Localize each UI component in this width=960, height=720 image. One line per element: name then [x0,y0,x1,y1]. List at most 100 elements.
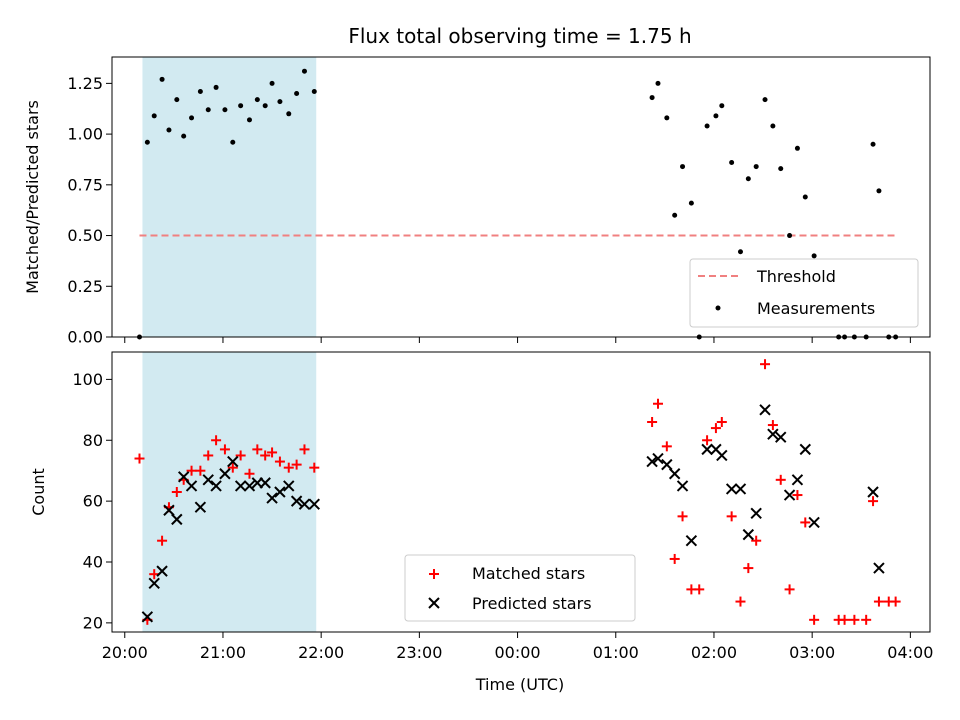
x-tick-label: 00:00 [495,643,541,662]
matched-star-point [647,417,658,427]
bottom-marks [134,359,901,625]
measurement-point [286,111,292,117]
y-tick-label: 80 [83,431,103,450]
measurement-point [311,88,317,94]
predicted-star-point [219,468,231,480]
measurement-point [787,233,793,239]
bottom-x-ticks: 20:00 21:00 22:00 23:00 00:00 01:00 02:00 03:00… [102,632,933,662]
y-tick-label: 60 [83,492,103,511]
top-panel: 0.00 0.25 0.50 0.75 1.00 1.25 Matched/Predict… [23,56,931,347]
matched-star-point [267,447,278,458]
legend-predicted-swatch [428,597,440,609]
bottom-y-axis-label: Count [29,468,48,516]
measurement-point [655,80,661,86]
matched-star-point [274,456,285,467]
measurement-point [197,88,203,94]
matched-star-point [309,462,320,473]
matched-star-point [171,487,182,497]
matched-star-point [890,596,901,607]
top-legend: Threshold Measurements [689,258,919,328]
predicted-star-point [274,486,286,498]
matched-star-point [775,474,786,485]
measurement-point [174,97,180,103]
measurement-point [753,164,759,170]
predicted-star-point [725,483,738,495]
x-axis-label: Time (UTC) [475,675,564,694]
measurement-point [238,103,244,109]
legend-matched-label: Matched stars [472,564,585,583]
measurement-point [159,76,165,82]
y-tick-label: 0.75 [67,175,103,194]
predicted-star-point [867,486,879,498]
y-tick-label: 100 [72,370,103,389]
matched-star-point [760,359,771,370]
bottom-panel: 20 40 60 80 100 20:00 21:00 22:00 23:00 00:00 01:… [29,351,933,694]
predicted-star-point [177,471,190,483]
legend-measurements-label: Measurements [757,299,875,318]
matched-star-point [661,441,672,452]
predicted-star-point [808,516,820,529]
matched-star-point [244,468,255,479]
measurement-point [713,113,719,119]
bottom-shade [142,352,317,632]
chart-title: Flux total observing time = 1.75 h [348,24,691,48]
predicted-star-point [227,455,239,468]
measurement-point [144,139,150,145]
measurement-point [222,107,228,113]
measurement-point [794,145,800,151]
matched-star-point [195,465,206,476]
matched-star-point [861,614,872,625]
top-legend-box [689,258,919,328]
predicted-star-point [646,455,658,468]
matched-star-point [299,444,310,455]
matched-star-point [669,553,680,564]
measurement-point [294,91,300,97]
matched-star-point [716,417,727,427]
matched-star-point [211,435,222,446]
predicted-star-point [141,611,154,623]
measurement-point [729,160,735,166]
bottom-y-ticks: 20 40 60 80 100 [72,370,112,632]
matched-star-point [767,420,778,431]
legend-matched-swatch [429,569,439,579]
predicted-star-point [661,458,673,471]
x-tick-label: 01:00 [593,643,639,662]
matched-star-point [873,596,884,607]
measurement-point [688,200,694,206]
matched-star-point [735,596,746,607]
matched-star-point [203,450,214,461]
predicted-star-point [308,498,320,510]
predicted-star-point [234,480,247,492]
predicted-star-point [676,480,689,492]
predicted-star-point [759,404,771,416]
predicted-star-point [767,428,779,440]
measurement-point [189,115,195,121]
y-tick-label: 0.00 [67,328,103,347]
y-tick-label: 20 [83,613,103,632]
x-tick-label: 02:00 [691,643,737,662]
top-x-ticks [124,337,911,343]
predicted-star-point [185,480,198,492]
predicted-star-point [283,480,295,492]
predicted-star-point [775,431,787,443]
predicted-star-point [799,443,811,456]
matched-star-point [694,584,705,595]
matched-star-point [219,444,230,455]
matched-star-point [800,517,811,528]
measurement-point [301,68,307,74]
matched-star-point [726,511,737,522]
predicted-star-point [873,562,885,574]
predicted-star-point [298,498,311,510]
measurement-point [737,249,743,255]
measurement-point [704,123,710,129]
matched-star-point [784,584,795,595]
measurement-point [876,188,882,194]
measurement-point [719,103,725,109]
x-tick-label: 20:00 [102,643,148,662]
predicted-star-point [259,477,271,489]
predicted-star-point [668,468,681,480]
matched-star-point [652,398,663,409]
y-tick-label: 0.50 [67,226,103,245]
matched-star-point [751,535,762,546]
